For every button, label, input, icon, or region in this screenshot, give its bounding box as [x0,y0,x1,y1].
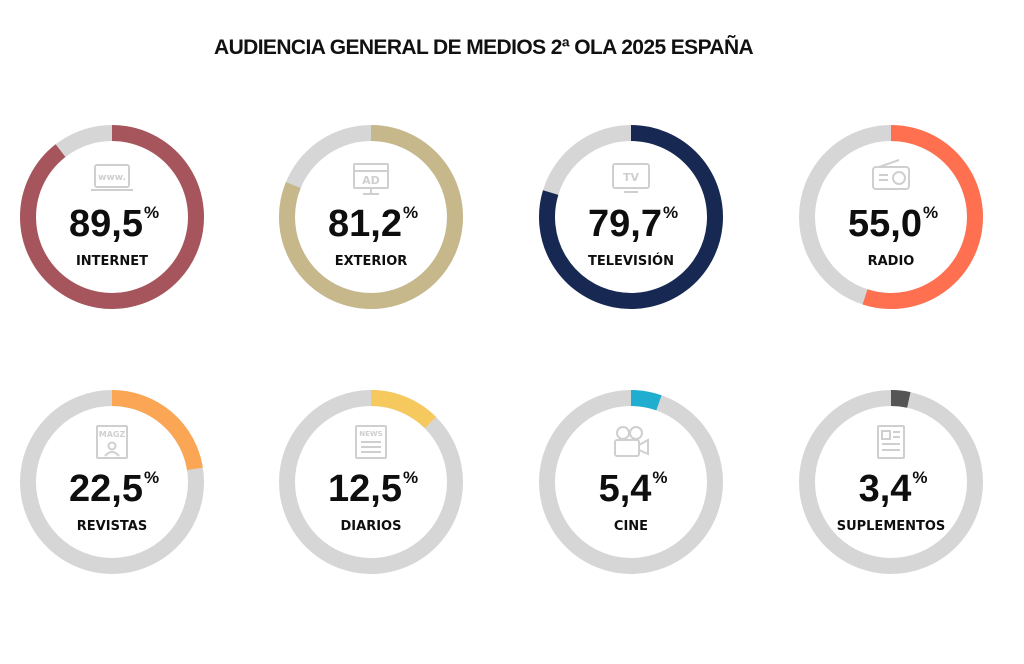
donut-unit-label: % [144,203,159,222]
newspaper-icon: NEWS [355,425,387,459]
donut-category-label: RADIO [868,254,915,269]
donut-value-label: 79,7 [588,203,662,245]
donut-unit-label: % [403,203,418,222]
tv-icon: TV [612,163,650,193]
page-title: AUDIENCIA GENERAL DE MEDIOS 2ª OLA 2025 … [214,36,754,59]
donut-diarios: NEWS 12,5 % DIARIOS [279,390,463,574]
donut-category-label: REVISTAS [77,519,147,534]
svg-text:MAGZ: MAGZ [99,430,126,439]
donut-category-label: EXTERIOR [335,254,408,269]
svg-text:TV: TV [623,171,640,184]
donut-internet: www. 89,5 % INTERNET [20,125,204,309]
donut-suplementos: 3,4 % SUPLEMENTOS [799,390,983,574]
donut-unit-label: % [923,203,938,222]
svg-text:www.: www. [98,173,126,183]
svg-text:AD: AD [362,174,380,187]
supplement-icon [877,425,905,459]
donut-value-arc [279,125,463,309]
svg-text:NEWS: NEWS [359,430,382,438]
donut-value-arc [890,390,911,408]
donut-category-label: INTERNET [76,254,148,269]
donut-value-arc [862,125,983,309]
browser-www-icon: www. [91,164,133,191]
donut-value-label: 81,2 [328,203,402,245]
donut-category-label: DIARIOS [341,519,402,534]
donut-category-label: TELEVISIÓN [588,253,674,269]
movie-camera-icon [614,426,649,457]
donut-cine: 5,4 % CINE [539,390,723,574]
donut-exterior: AD 81,2 % EXTERIOR [279,125,463,309]
donut-value-label: 55,0 [848,203,922,245]
donut-value-arc [111,390,203,471]
donut-value-label: 12,5 [328,468,402,510]
donut-unit-label: % [403,468,418,487]
donut-value-arc [539,125,723,309]
magazine-icon: MAGZ [96,425,128,459]
donut-unit-label: % [144,468,159,487]
donut-value-arc [370,390,437,429]
donut-value-arc [20,125,204,309]
donut-value-label: 5,4 [599,468,652,510]
donut-category-label: CINE [614,519,648,534]
donut-unit-label: % [652,468,667,487]
donut-value-arc [630,390,662,411]
donut-unit-label: % [912,468,927,487]
donut-revistas: MAGZ 22,5 % REVISTAS [20,390,204,574]
donut-value-label: 22,5 [69,468,143,510]
radio-icon [872,159,910,190]
donut-value-label: 89,5 [69,203,143,245]
donut-value-label: 3,4 [859,468,912,510]
donut-television: TV 79,7 % TELEVISIÓN [539,125,723,309]
donut-category-label: SUPLEMENTOS [837,519,946,534]
billboard-ad-icon: AD [353,163,389,195]
donut-unit-label: % [663,203,678,222]
donut-radio: 55,0 % RADIO [799,125,983,309]
